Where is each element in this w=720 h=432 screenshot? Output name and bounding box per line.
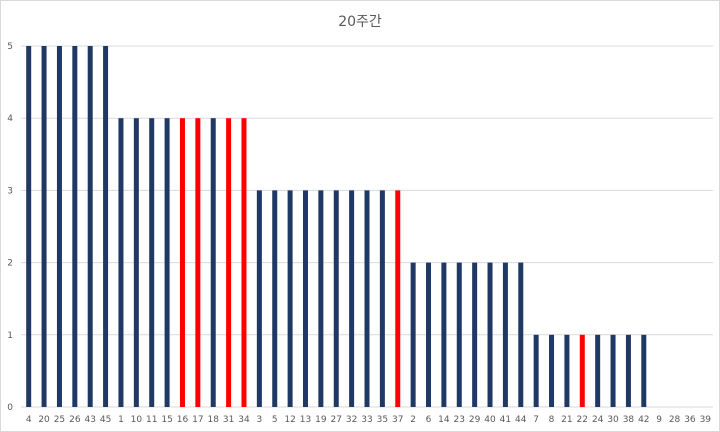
bar-33 [364,190,370,407]
bar-4 [26,46,32,407]
x-tick-label: 32 [346,415,357,425]
bar-21 [564,334,570,407]
bar-2 [410,262,416,407]
bar-5 [272,190,278,407]
x-tick-label: 27 [331,415,342,425]
x-tick-label: 4 [26,415,32,425]
bar-12 [287,190,293,407]
x-tick-label: 10 [131,415,143,425]
x-tick-label: 30 [607,415,619,425]
bar-26 [72,46,78,407]
x-tick-label: 20 [38,415,50,425]
bar-3 [256,190,262,407]
x-tick-label: 36 [684,415,696,425]
bar-19 [318,190,324,407]
y-tick-label: 2 [7,259,13,269]
x-tick-label: 23 [454,415,465,425]
x-tick-label: 45 [100,415,111,425]
x-tick-label: 9 [656,415,662,425]
bar-7 [533,334,539,407]
x-tick-label: 17 [192,415,203,425]
bar-22 [579,334,585,407]
bar-34 [241,118,247,407]
x-tick-label: 6 [426,415,432,425]
bar-41 [502,262,508,407]
bar-23 [456,262,462,407]
bar-15 [164,118,170,407]
bar-11 [149,118,155,407]
bars [26,46,647,407]
bar-6 [426,262,432,407]
bar-43 [87,46,93,407]
bar-42 [641,334,647,407]
x-tick-label: 13 [300,415,311,425]
x-tick-label: 33 [361,415,372,425]
x-tick-label: 31 [223,415,234,425]
y-tick-label: 3 [7,186,13,196]
x-tick-label: 40 [484,415,496,425]
x-tick-label: 26 [69,415,81,425]
bar-38 [625,334,631,407]
x-tick-label: 14 [438,415,450,425]
x-tick-label: 22 [577,415,588,425]
bar-37 [395,190,401,407]
x-tick-label: 28 [669,415,681,425]
x-tick-label: 44 [515,415,527,425]
x-tick-label: 2 [410,415,416,425]
x-tick-label: 3 [256,415,262,425]
x-tick-label: 29 [469,415,481,425]
x-tick-label: 7 [533,415,539,425]
x-tick-label: 24 [592,415,604,425]
bar-20 [41,46,47,407]
bar-44 [518,262,524,407]
x-tick-label: 11 [146,415,157,425]
bar-24 [595,334,601,407]
x-tick-label: 21 [561,415,572,425]
bar-8 [549,334,555,407]
bar-18 [210,118,216,407]
x-tick-label: 18 [207,415,219,425]
bar-27 [333,190,339,407]
bar-17 [195,118,201,407]
y-tick-label: 4 [7,114,13,124]
x-tick-label: 42 [638,415,649,425]
x-tick-label: 1 [118,415,124,425]
x-tick-label: 5 [272,415,278,425]
x-tick-label: 19 [315,415,327,425]
bar-40 [487,262,493,407]
x-tick-label: 35 [377,415,388,425]
bar-31 [226,118,232,407]
bar-10 [133,118,139,407]
x-tick-label: 41 [500,415,511,425]
bar-25 [56,46,62,407]
x-tick-label: 39 [700,415,712,425]
x-axis-ticks: 4 20 25 26 43 45 1 10 11 15 16 17 18 31 34 3 5 12 13 19 27 32… [26,415,711,425]
y-tick-label: 0 [7,403,13,413]
x-tick-label: 37 [392,415,403,425]
bar-14 [441,262,447,407]
y-tick-label: 1 [7,331,13,341]
x-tick-label: 15 [161,415,172,425]
bar-45 [103,46,109,407]
x-tick-label: 34 [238,415,250,425]
bar-16 [179,118,185,407]
chart-title: 20주간 [338,14,382,30]
bar-30 [610,334,616,407]
bar-32 [349,190,355,407]
x-tick-label: 16 [177,415,189,425]
x-tick-label: 25 [54,415,65,425]
y-axis-ticks: 0 1 2 3 4 5 [7,42,13,413]
bar-29 [472,262,478,407]
bar-35 [379,190,385,407]
bar-13 [302,190,308,407]
x-tick-label: 12 [284,415,295,425]
x-tick-label: 43 [84,415,95,425]
y-tick-label: 5 [7,42,13,52]
bar-1 [118,118,124,407]
x-tick-label: 8 [549,415,555,425]
x-tick-label: 38 [623,415,635,425]
